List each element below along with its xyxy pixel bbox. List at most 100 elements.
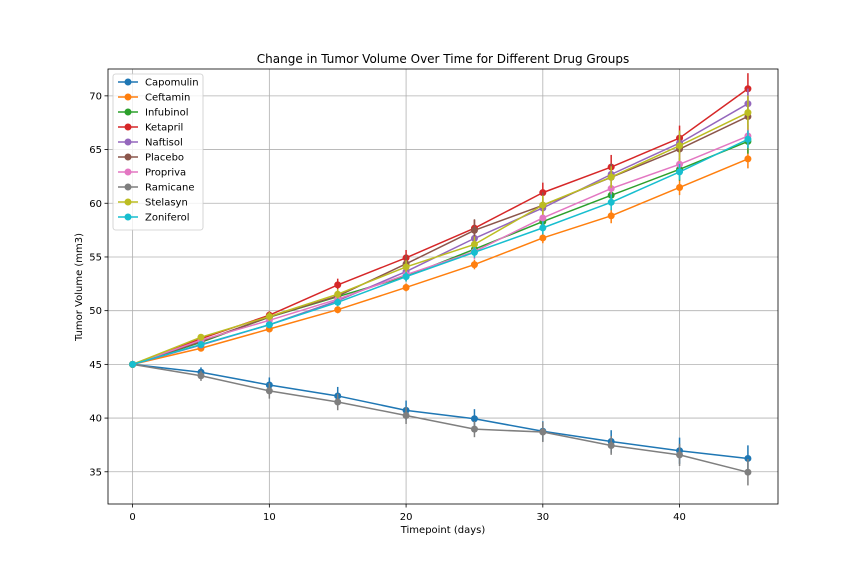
y-tick-label: 70 [89,91,102,102]
data-point [265,321,273,329]
legend-item: Ketapril [118,123,183,134]
legend-marker [124,78,132,86]
data-point [402,283,410,291]
series-zoniferol [129,130,752,368]
legend-item: Ramicane [118,183,195,194]
data-point [265,312,273,320]
data-point [607,185,615,193]
legend-item: Placebo [118,153,184,164]
series-layer [129,73,752,486]
y-axis-label: Tumor Volume (mm3) [74,233,85,342]
legend-marker [124,213,132,221]
y-tick-label: 45 [89,360,102,371]
y-tick-label: 50 [89,306,102,317]
data-point [539,214,547,222]
data-point [129,360,137,368]
data-point [402,263,410,271]
legend-label: Placebo [145,153,184,164]
x-tick-label: 30 [536,512,549,523]
legend-marker [124,168,132,176]
y-tick-label: 60 [89,199,102,210]
series-line [132,111,749,366]
data-point [334,281,342,289]
data-point [470,226,478,234]
y-tick-label: 65 [89,145,102,156]
data-point [197,333,205,341]
x-tick-label: 0 [129,512,135,523]
data-point [607,441,615,449]
data-point [470,261,478,269]
legend-box [112,73,204,231]
y-axis-ticks: 35 40 45 50 55 60 65 70 [89,91,108,478]
legend-label: Stelasyn [145,198,188,209]
data-point [334,298,342,306]
data-point [334,290,342,298]
legend-label: Ramicane [145,183,195,194]
x-tick-label: 20 [400,512,413,523]
chart-title: Change in Tumor Volume Over Time for Dif… [257,52,629,66]
legend-label: Propriva [145,168,186,179]
legend-marker [124,183,132,191]
series-line [132,363,749,473]
legend-marker [124,108,132,116]
data-point [676,142,684,150]
legend-item: Propriva [118,168,186,179]
series-ceftamin [129,149,752,368]
data-point [744,135,752,143]
legend-item: Infubinol [118,108,189,119]
legend-label: Naftisol [145,138,183,149]
legend-item: Naftisol [118,138,183,149]
series-stelasyn [129,95,752,368]
data-point [607,212,615,220]
data-point [744,155,752,163]
legend-label: Capomulin [145,78,199,89]
legend-item: Stelasyn [118,198,188,209]
data-point [539,428,547,436]
plot-frame [107,68,779,505]
data-point [402,273,410,281]
legend-marker [124,123,132,131]
x-axis-label: Timepoint (days) [400,525,486,536]
legend: Capomulin Ceftamin Infubinol Ketapril Naftis… [112,73,204,231]
y-tick-label: 40 [89,414,102,425]
legend-item: Zoniferol [118,213,190,224]
data-point [676,451,684,459]
data-point [402,411,410,419]
series-line [132,363,749,460]
data-point [470,240,478,248]
x-tick-label: 10 [263,512,276,523]
legend-marker [124,138,132,146]
data-point [334,306,342,314]
data-point [744,109,752,117]
y-tick-label: 55 [89,252,102,263]
legend-label: Ketapril [145,123,183,134]
data-point [607,198,615,206]
legend-marker [124,198,132,206]
data-point [197,372,205,380]
data-point [539,224,547,232]
legend-label: Zoniferol [145,213,190,224]
data-point [334,398,342,406]
data-point [539,234,547,242]
data-point [265,387,273,395]
legend-label: Infubinol [145,108,189,119]
data-point [197,341,205,348]
series-line [132,158,749,366]
legend-item: Ceftamin [118,93,190,104]
legend-marker [124,93,132,101]
legend-item: Capomulin [118,78,199,89]
series-line [132,135,749,366]
data-point [744,468,752,476]
data-point [607,173,615,181]
data-point [744,454,752,462]
data-point [676,168,684,176]
x-axis-ticks: 0 10 20 30 40 [129,504,686,523]
data-point [676,183,684,191]
y-tick-label: 35 [89,467,102,478]
data-point [470,415,478,423]
data-point [470,248,478,256]
x-tick-label: 40 [673,512,686,523]
legend-label: Ceftamin [145,93,190,104]
